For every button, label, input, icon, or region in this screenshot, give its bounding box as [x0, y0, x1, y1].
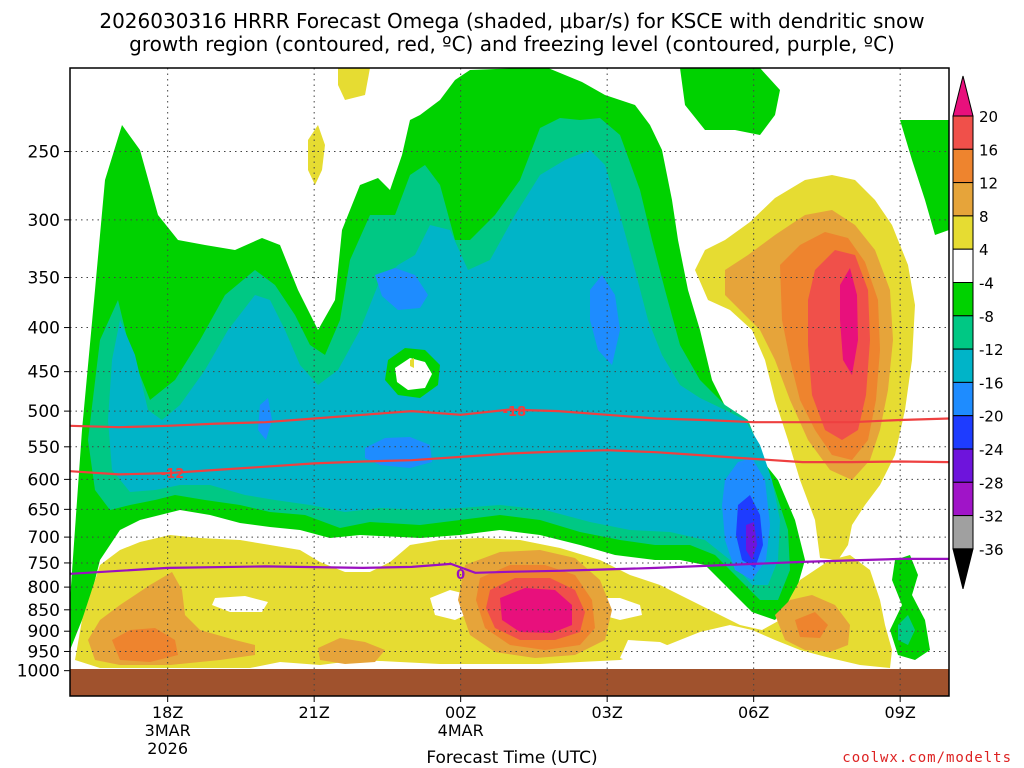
chart-title-line-1: 2026030316 HRRR Forecast Omega (shaded, …: [99, 9, 925, 33]
colorbar-segment: [952, 448, 974, 483]
omega-contour-minus12: [108, 150, 780, 585]
colorbar-label: -12: [979, 341, 1004, 359]
x-axis-title: Forecast Time (UTC): [426, 748, 598, 768]
y-tick-label: 650: [28, 500, 60, 520]
colorbar-label: 4: [979, 241, 989, 259]
omega-contour-minus4-dot: [410, 358, 414, 368]
contour-line-0: [70, 557, 949, 575]
omega-contour-plus4-top: [338, 68, 370, 100]
colorbar-segment: [952, 415, 974, 450]
colorbar-label: 12: [979, 175, 998, 193]
x-tick-sublabel: 3MAR: [145, 721, 191, 740]
omega-contour-plus12-lower-b: [112, 628, 178, 662]
x-tick-sublabel: 4MAR: [438, 721, 484, 740]
y-tick-label: 1000: [17, 662, 60, 682]
colorbar-segment: [952, 182, 974, 217]
y-tick-label: 250: [28, 143, 60, 163]
colorbar-label: -32: [979, 508, 1004, 526]
omega-shaded-field: [70, 68, 949, 668]
colorbar-segment: [952, 381, 974, 417]
colorbar-segment: [952, 215, 974, 250]
y-axis: 2503003504004505005506006507007508008509…: [17, 143, 70, 682]
x-tick-label: 00Z: [445, 703, 476, 722]
omega-contour-plus12-lower-c: [795, 612, 828, 638]
omega-contour-minus16-d: [258, 398, 272, 440]
colorbar-cap-bottom: [952, 548, 974, 590]
contour-line-minus12: [70, 449, 949, 476]
y-tick-label: 450: [28, 363, 60, 383]
colorbar-segment: [952, 115, 974, 150]
colorbar-label: 8: [979, 208, 989, 226]
contour-label: -18: [503, 405, 527, 420]
y-tick-label: 700: [28, 528, 60, 548]
ground-surface: [70, 669, 949, 696]
x-tick-label: 18Z: [152, 703, 183, 722]
credit-link[interactable]: coolwx.com/modelts: [842, 750, 1012, 766]
y-tick-label: 600: [28, 470, 60, 490]
colorbar-label: -24: [979, 441, 1004, 459]
colorbar-label: -16: [979, 374, 1004, 392]
omega-contour-plus20-lower: [500, 588, 572, 633]
contour-lines: [70, 408, 949, 575]
x-tick-label: 03Z: [592, 703, 623, 722]
omega-contour-minus4-edge: [900, 120, 949, 235]
colorbar-segment: [952, 481, 974, 517]
chart-title-line-2: growth region (contoured, red, ºC) and f…: [129, 32, 895, 56]
colorbar-segment: [952, 315, 974, 350]
contour-line-minus18: [70, 408, 949, 429]
colorbar-label: -8: [979, 308, 994, 326]
omega-contour-plus20-upper: [840, 268, 858, 375]
colorbar-segment: [952, 282, 974, 317]
colorbar-label: -20: [979, 408, 1004, 426]
omega-hole-f: [620, 640, 690, 665]
colorbar-segment: [952, 248, 974, 283]
y-tick-label: 850: [28, 601, 60, 621]
colorbar-label: -28: [979, 474, 1004, 492]
colorbar-label: 20: [979, 108, 998, 126]
colorbar-label: 16: [979, 141, 998, 159]
colorbar: 20 16 12 8 4 -4 -8 -12 -16 -20 -24 -28 -32 -36: [952, 75, 1004, 590]
omega-contour-minus16-f: [742, 462, 754, 474]
omega-contour-minus24: [746, 522, 757, 560]
omega-contour-minus16-b: [590, 275, 620, 365]
y-tick-label: 950: [28, 642, 60, 662]
omega-contour-plus4-spike: [308, 125, 325, 185]
x-tick-label: 09Z: [885, 703, 916, 722]
colorbar-segment: [952, 515, 974, 550]
omega-hole-b: [395, 358, 432, 390]
y-tick-label: 500: [28, 402, 60, 422]
omega-contour-minus16-a: [375, 268, 428, 310]
y-tick-label: 300: [28, 211, 60, 231]
y-tick-label: 750: [28, 554, 60, 574]
y-tick-label: 400: [28, 319, 60, 339]
omega-hole-c: [212, 596, 268, 612]
colorbar-label: -4: [979, 275, 994, 293]
colorbar-label: -36: [979, 541, 1004, 559]
y-tick-label: 550: [28, 438, 60, 458]
x-tick-label: 21Z: [299, 703, 330, 722]
omega-contour-minus4-low: [890, 555, 930, 660]
omega-contour-minus8-low: [898, 615, 915, 645]
contour-label: 0: [456, 568, 465, 583]
y-tick-label: 350: [28, 269, 60, 289]
contour-label: -12: [161, 467, 185, 482]
omega-contour-minus4-upper: [680, 68, 780, 135]
colorbar-cap-top: [952, 75, 974, 117]
y-tick-label: 900: [28, 622, 60, 642]
plot-frame: [69, 67, 950, 697]
y-tick-label: 800: [28, 578, 60, 598]
x-tick-label: 06Z: [738, 703, 769, 722]
x-tick-sublabel: 2026: [147, 739, 188, 758]
colorbar-segment: [952, 148, 974, 184]
contour-labels: -18 -12 0: [161, 405, 527, 583]
colorbar-segment: [952, 348, 974, 383]
